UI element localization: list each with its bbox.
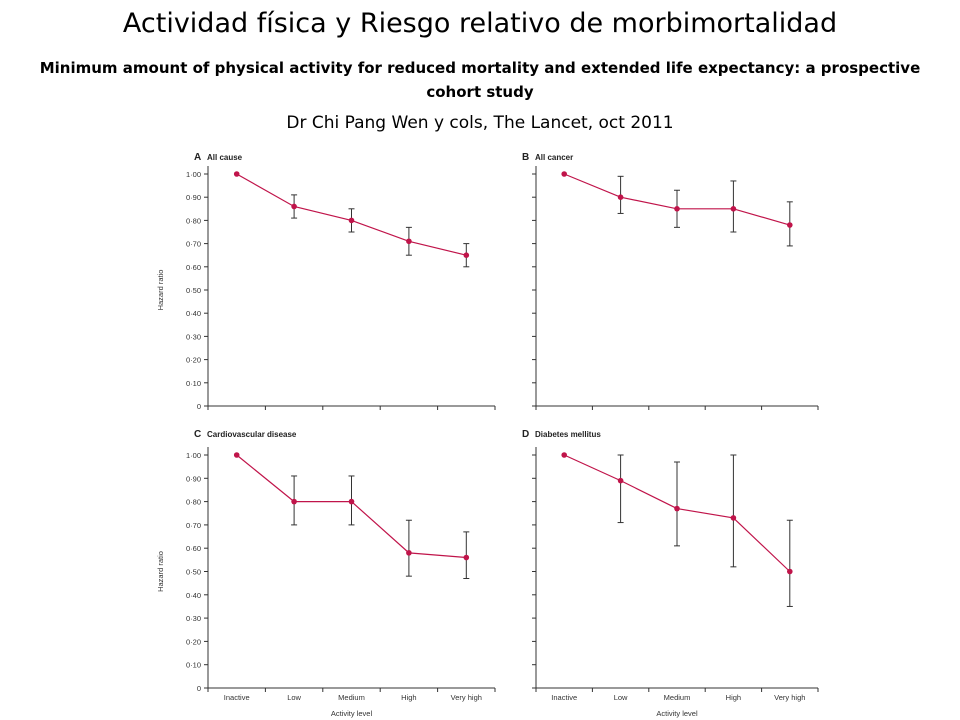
data-point: [730, 206, 737, 212]
x-axis-label: Activity level: [656, 709, 698, 718]
data-point: [233, 171, 240, 177]
y-tick-label: 0: [197, 684, 201, 693]
y-tick-label: 0·20: [186, 637, 201, 646]
y-tick-label: 0·70: [186, 521, 201, 530]
y-tick-label: 1·00: [186, 451, 201, 460]
data-point: [291, 203, 297, 210]
data-point: [406, 238, 412, 245]
x-tick-label: Low: [614, 693, 628, 702]
x-tick-label: Inactive: [224, 693, 250, 702]
page-subtitle: Minimum amount of physical activity for …: [39, 59, 921, 101]
panel-title: Cardiovascular disease: [207, 430, 297, 439]
data-point: [617, 194, 624, 200]
y-tick-label: 0·90: [186, 193, 201, 202]
data-point: [291, 498, 297, 505]
y-tick-label: 0·60: [186, 263, 201, 272]
panel-title: All cancer: [535, 153, 573, 162]
y-tick-label: 0·90: [186, 474, 201, 483]
data-point: [674, 505, 680, 512]
data-point: [561, 452, 567, 458]
chart-panel-d: D Diabetes mellitus Inactive Low Medium High V…: [522, 429, 819, 718]
x-tick-label: Very high: [451, 693, 482, 702]
x-tick-label: Inactive: [551, 693, 577, 702]
x-tick-label: Medium: [664, 693, 691, 702]
page-title: Actividad física y Riesgo relativo de mo…: [122, 8, 838, 39]
y-tick-label: 0·30: [186, 332, 201, 341]
data-point: [787, 222, 793, 228]
data-point: [787, 568, 793, 575]
y-tick-label: 0·80: [186, 498, 201, 507]
y-tick-label: 0·50: [186, 568, 201, 577]
chart-panel-c: C Cardiovascular disease 0 0·10 0·20 0·30 0·40…: [156, 429, 496, 718]
x-tick-label: High: [726, 693, 741, 702]
y-tick-label: 1·00: [186, 170, 201, 179]
data-point: [348, 217, 355, 224]
y-tick-label: 0·80: [186, 216, 201, 225]
data-point: [730, 515, 737, 521]
y-axis-label: Hazard ratio: [156, 270, 165, 311]
x-axis-label: Activity level: [331, 709, 373, 718]
y-tick-label: 0: [197, 402, 201, 411]
y-tick-label: 0·20: [186, 356, 201, 365]
panel-title: Diabetes mellitus: [535, 430, 601, 439]
panel-letter: B: [522, 152, 529, 163]
chart-panel-b: B All cancer: [522, 152, 819, 410]
data-point: [561, 171, 567, 177]
panel-letter: C: [194, 429, 201, 440]
panel-letter: A: [194, 152, 201, 163]
panel-title: All cause: [207, 153, 243, 162]
chart-panel-a: A All cause 0 0·10 0·20 0·30 0·40 0·50 0·60 0·70 0…: [156, 152, 496, 411]
data-point: [463, 554, 470, 561]
y-tick-label: 0·10: [186, 661, 201, 670]
x-tick-label: Very high: [774, 693, 805, 702]
y-tick-label: 0·50: [186, 286, 201, 295]
panel-letter: D: [522, 429, 529, 440]
y-tick-label: 0·40: [186, 309, 201, 318]
citation: Dr Chi Pang Wen y cols, The Lancet, oct …: [286, 113, 674, 133]
y-tick-label: 0·10: [186, 379, 201, 388]
data-point: [463, 252, 470, 258]
x-tick-label: Low: [287, 693, 301, 702]
data-point: [617, 477, 624, 484]
y-tick-label: 0·70: [186, 240, 201, 249]
data-point: [233, 452, 240, 458]
y-axis-label: Hazard ratio: [156, 551, 165, 592]
x-tick-label: Medium: [338, 693, 365, 702]
x-tick-label: High: [401, 693, 416, 702]
data-point: [348, 498, 355, 505]
y-tick-label: 0·30: [186, 614, 201, 623]
data-point: [674, 206, 680, 212]
data-point: [406, 550, 412, 556]
y-tick-label: 0·40: [186, 591, 201, 600]
y-tick-label: 0·60: [186, 544, 201, 553]
